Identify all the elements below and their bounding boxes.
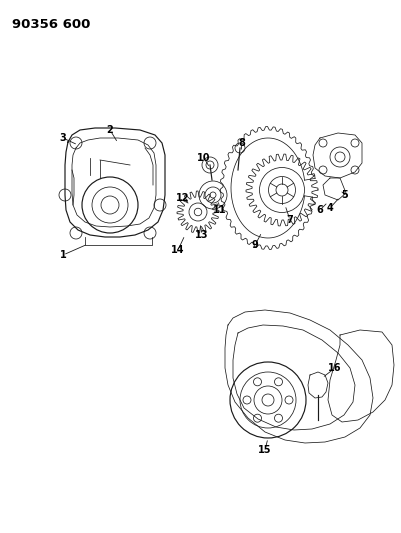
Text: 12: 12	[176, 193, 189, 203]
Text: 10: 10	[197, 153, 210, 163]
Text: 6: 6	[316, 205, 322, 215]
Text: 11: 11	[213, 205, 226, 215]
Text: 1: 1	[59, 250, 66, 260]
Text: 2: 2	[106, 125, 113, 135]
Text: 90356 600: 90356 600	[12, 18, 90, 31]
Text: 8: 8	[238, 138, 245, 148]
Text: 14: 14	[171, 245, 184, 255]
Text: 9: 9	[251, 240, 258, 250]
Text: 5: 5	[341, 190, 348, 200]
Text: 3: 3	[59, 133, 66, 143]
Text: 15: 15	[257, 445, 271, 455]
Text: 7: 7	[286, 215, 293, 225]
Text: 4: 4	[326, 203, 332, 213]
Text: 16: 16	[328, 363, 341, 373]
Text: 13: 13	[195, 230, 208, 240]
